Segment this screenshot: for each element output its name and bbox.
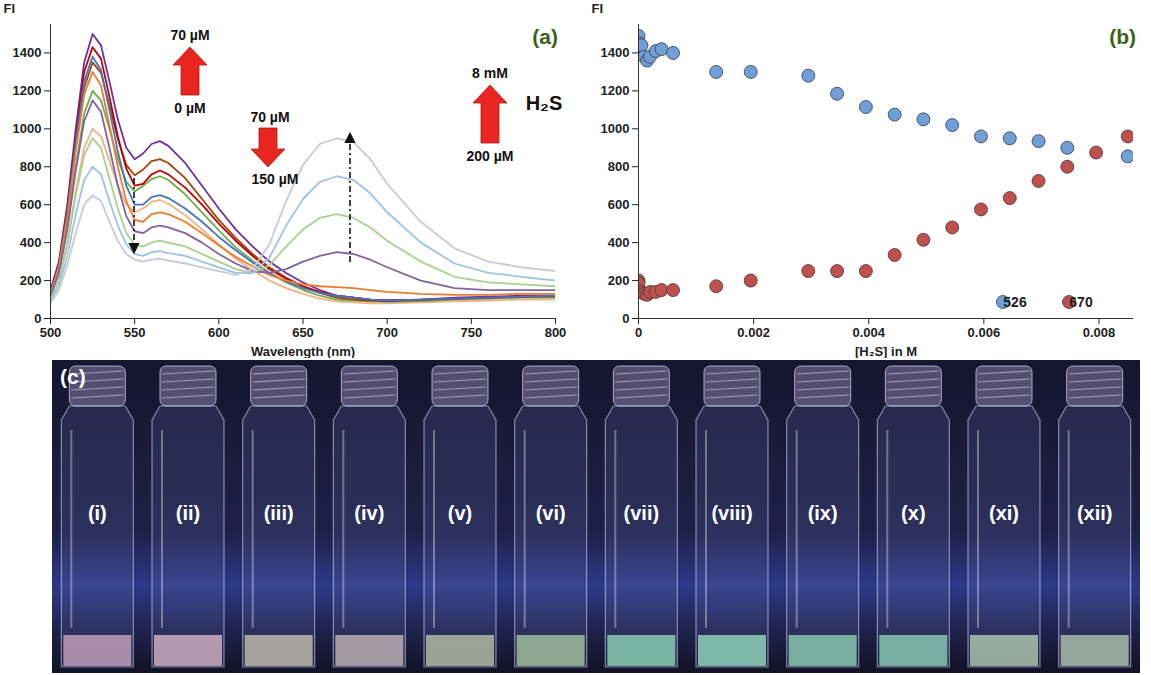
svg-text:1000: 1000 (601, 121, 630, 136)
svg-text:700: 700 (376, 325, 398, 340)
svg-text:600: 600 (208, 325, 230, 340)
svg-text:FI: FI (4, 1, 16, 16)
svg-text:526: 526 (1003, 294, 1027, 310)
svg-text:750: 750 (460, 325, 482, 340)
svg-text:(c): (c) (60, 365, 86, 388)
svg-text:(i): (i) (88, 502, 107, 524)
svg-text:1000: 1000 (13, 121, 42, 136)
svg-text:0.004: 0.004 (852, 325, 885, 340)
svg-text:550: 550 (124, 325, 146, 340)
svg-text:[H₂S] in M: [H₂S] in M (855, 344, 917, 359)
svg-text:1200: 1200 (601, 83, 630, 98)
svg-text:70 µM: 70 µM (170, 27, 209, 43)
svg-text:(vii): (vii) (624, 502, 660, 524)
svg-text:800: 800 (545, 325, 567, 340)
svg-text:8 mM: 8 mM (472, 65, 508, 81)
svg-text:0: 0 (34, 311, 41, 326)
svg-text:(a): (a) (532, 25, 558, 48)
svg-text:650: 650 (292, 325, 314, 340)
svg-text:150 µM: 150 µM (252, 171, 299, 187)
svg-text:200 µM: 200 µM (467, 148, 514, 164)
svg-text:H₂S: H₂S (526, 92, 563, 114)
svg-text:0.008: 0.008 (1083, 325, 1116, 340)
svg-text:800: 800 (608, 159, 630, 174)
svg-text:200: 200 (608, 273, 630, 288)
svg-text:(ii): (ii) (176, 502, 200, 524)
svg-text:800: 800 (20, 159, 42, 174)
svg-text:0.002: 0.002 (737, 325, 770, 340)
svg-text:670: 670 (1069, 294, 1093, 310)
svg-text:(xii): (xii) (1077, 502, 1113, 524)
svg-text:500: 500 (40, 325, 62, 340)
svg-text:(v): (v) (448, 502, 472, 524)
svg-text:1400: 1400 (601, 45, 630, 60)
svg-text:70 µM: 70 µM (250, 109, 289, 125)
svg-text:400: 400 (20, 235, 42, 250)
svg-text:0.006: 0.006 (968, 325, 1001, 340)
svg-text:0 µM: 0 µM (174, 100, 205, 116)
svg-text:1400: 1400 (13, 45, 42, 60)
svg-text:200: 200 (20, 273, 42, 288)
svg-text:(ix): (ix) (808, 502, 838, 524)
svg-text:(iii): (iii) (264, 502, 294, 524)
svg-text:1200: 1200 (13, 83, 42, 98)
svg-text:0: 0 (635, 325, 642, 340)
svg-text:400: 400 (608, 235, 630, 250)
svg-text:FI: FI (592, 1, 604, 16)
svg-text:(iv): (iv) (354, 502, 384, 524)
svg-text:(b): (b) (1109, 25, 1136, 48)
svg-text:0: 0 (622, 311, 629, 326)
svg-text:600: 600 (608, 197, 630, 212)
svg-text:(viii): (viii) (711, 502, 752, 524)
svg-text:(xi): (xi) (989, 502, 1019, 524)
svg-text:(vi): (vi) (536, 502, 566, 524)
svg-text:600: 600 (20, 197, 42, 212)
svg-text:Wavelength (nm): Wavelength (nm) (251, 344, 355, 359)
svg-text:(x): (x) (901, 502, 925, 524)
